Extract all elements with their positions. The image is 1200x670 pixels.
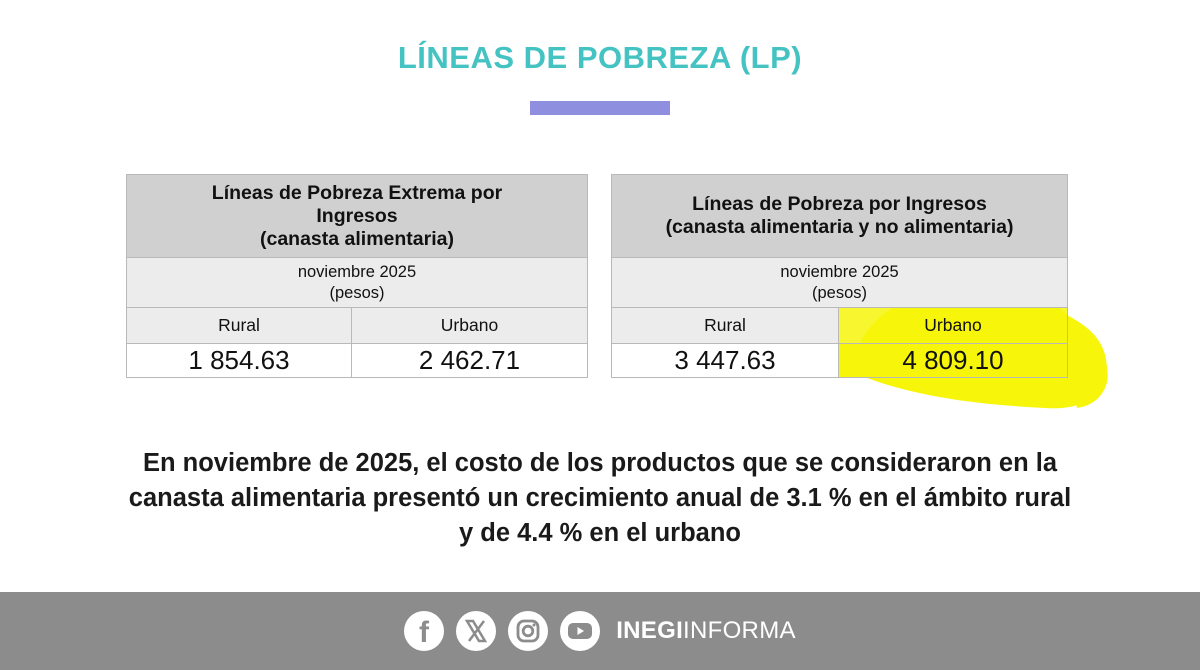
- summary-text: En noviembre de 2025, el costo de los pr…: [60, 446, 1140, 551]
- header-line: (canasta alimentaria): [259, 227, 454, 250]
- period-cell: noviembre 2025 (pesos): [126, 257, 588, 308]
- column-header-urban: Urbano: [351, 307, 588, 344]
- period-label: noviembre 2025: [780, 262, 899, 281]
- brand-logo: INEGIINFORMA: [616, 617, 796, 645]
- table-header: Líneas de Pobreza Extrema por Ingresos (…: [126, 174, 588, 258]
- brand-light: INFORMA: [683, 617, 796, 644]
- x-icon[interactable]: [456, 611, 497, 651]
- value-rural: 1 854.63: [126, 343, 352, 378]
- footer-bar: f INEGIINFORMA: [0, 592, 1200, 670]
- youtube-icon[interactable]: [560, 611, 601, 651]
- title-underline: [530, 101, 670, 115]
- header-line: (canasta alimentaria y no alimentaria): [665, 216, 1014, 238]
- period-cell: noviembre 2025 (pesos): [610, 257, 1069, 308]
- column-header-urban: Urbano: [837, 307, 1069, 344]
- value-rural: 3 447.63: [611, 343, 839, 378]
- page-title: LÍNEAS DE POBREZA (LP): [397, 40, 803, 75]
- header-line: Líneas de Pobreza Extrema por: [211, 181, 503, 204]
- brand-bold: INEGI: [616, 617, 684, 644]
- column-header-rural: Rural: [126, 307, 352, 344]
- extreme-poverty-table: Líneas de Pobreza Extrema por Ingresos (…: [126, 174, 588, 378]
- unit-label: (pesos): [811, 283, 868, 302]
- value-urban: 2 462.71: [351, 343, 588, 378]
- summary-line: En noviembre de 2025, el costo de los pr…: [142, 449, 1057, 477]
- income-poverty-table: Líneas de Pobreza por Ingresos (canasta …: [610, 174, 1069, 378]
- table-header: Líneas de Pobreza por Ingresos (canasta …: [610, 174, 1069, 258]
- instagram-icon[interactable]: [508, 611, 549, 651]
- facebook-icon[interactable]: f: [404, 611, 445, 651]
- summary-line: y de 4.4 % en el urbano: [458, 519, 741, 547]
- summary-line: canasta alimentaria presentó un crecimie…: [128, 484, 1072, 512]
- svg-text:f: f: [419, 616, 430, 649]
- value-urban: 4 809.10: [837, 343, 1069, 378]
- column-header-rural: Rural: [611, 307, 839, 344]
- period-label: noviembre 2025: [297, 262, 417, 281]
- header-line: Ingresos: [316, 204, 398, 227]
- unit-label: (pesos): [329, 283, 385, 302]
- header-line: Líneas de Pobreza por Ingresos: [692, 193, 987, 215]
